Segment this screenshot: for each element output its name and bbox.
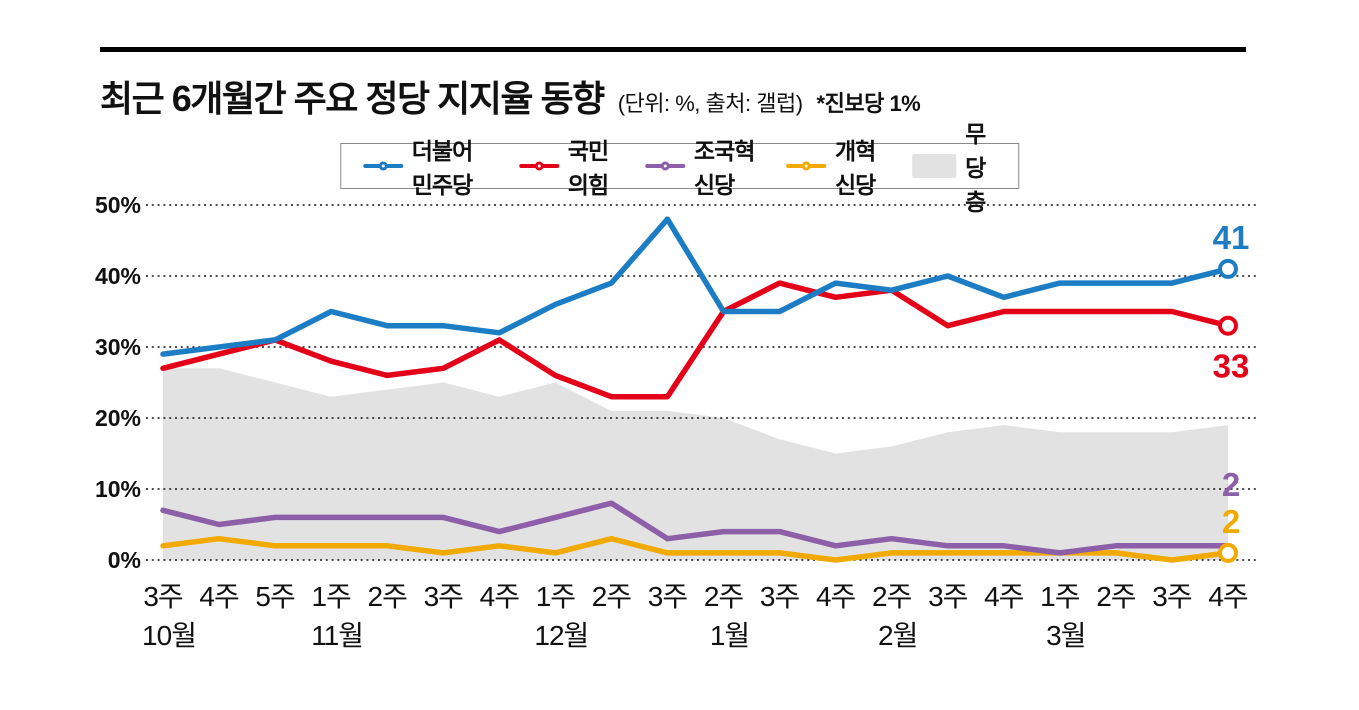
top-rule [100, 47, 1246, 52]
x-axis-week-label: 4주 [816, 581, 856, 612]
end-marker-reform-party [1218, 542, 1238, 563]
line-marker-icon [644, 161, 685, 171]
end-value-democratic-party: 41 [1213, 219, 1250, 256]
y-axis-tick: 10% [95, 476, 141, 502]
y-axis-tick: 30% [95, 334, 141, 360]
legend-item-people-power-party: 국민의힘 [518, 132, 615, 200]
line-marker-icon [785, 161, 826, 171]
legend-item-label: 무당층 [965, 121, 986, 215]
line-marker-icon [518, 161, 559, 171]
x-axis-week-label: 4주 [480, 581, 520, 612]
legend: 더불어민주당 국민의힘 조국혁신당 개혁신당 무당층 [339, 121, 1020, 215]
x-axis-week-label: 4주 [1208, 581, 1248, 612]
legend-item-democratic-party: 더불어민주당 [362, 132, 489, 200]
title-note: *진보당 1% [816, 91, 921, 116]
x-axis-week-label: 1주 [1040, 581, 1080, 612]
end-marker-democratic-party [1218, 258, 1238, 279]
x-axis-month-label: 10월 [142, 620, 196, 651]
area-swatch-icon [912, 154, 957, 178]
legend-item-label: 더불어민주당 [411, 138, 473, 198]
x-axis-week-label: 2주 [368, 581, 408, 612]
x-axis-month-label: 1월 [710, 620, 749, 651]
x-axis-week-label: 2주 [872, 581, 912, 612]
x-axis-week-label: 3주 [424, 581, 464, 612]
end-value-reform-party: 2 [1222, 503, 1240, 540]
y-axis-tick: 20% [95, 405, 141, 431]
line-people-power-party [160, 280, 1231, 400]
x-axis-month-label: 11월 [311, 620, 363, 651]
line-rebuilding-korea-party [160, 500, 1231, 556]
x-axis-week-label: 3주 [143, 581, 183, 612]
line-democratic-party [160, 216, 1231, 357]
y-axis-tick: 0% [108, 547, 141, 573]
area-unaffiliated [163, 368, 1228, 560]
x-axis-week-label: 5주 [255, 581, 295, 612]
x-axis-week-label: 4주 [984, 581, 1024, 612]
legend-item-label: 개혁신당 [834, 138, 876, 198]
x-axis-week-label: 4주 [199, 581, 239, 612]
x-axis-week-label: 3주 [928, 581, 968, 612]
page-title: 최근 6개월간 주요 정당 지지율 동향 [100, 78, 605, 119]
x-axis-week-label: 2주 [592, 581, 632, 612]
legend-item-reform-party: 개혁신당 [785, 132, 882, 200]
x-axis-month-label: 3월 [1046, 620, 1085, 651]
x-axis-week-label: 3주 [760, 581, 800, 612]
x-axis-week-label: 3주 [648, 581, 688, 612]
x-axis-week-label: 1주 [311, 581, 351, 612]
title-subtitle: (단위: %, 출처: 갤럽) [617, 91, 803, 116]
legend-item-label: 국민의힘 [567, 138, 609, 198]
x-axis-week-label: 2주 [1096, 581, 1136, 612]
y-axis-tick: 40% [95, 263, 141, 289]
legend-item-rebuilding-korea-party: 조국혁신당 [644, 132, 756, 200]
end-marker-people-power-party [1218, 315, 1238, 336]
line-marker-icon [362, 161, 403, 171]
x-axis-month-label: 2월 [878, 620, 917, 651]
end-value-rebuilding-korea-party: 2 [1222, 466, 1240, 503]
legend-item-unaffiliated: 무당층 [912, 115, 996, 217]
x-axis-month-label: 12월 [534, 620, 588, 651]
title-row: 최근 6개월간 주요 정당 지지율 동향 (단위: %, 출처: 갤럽) *진보… [100, 70, 921, 122]
x-axis-week-label: 1주 [536, 581, 576, 612]
end-value-people-power-party: 33 [1213, 348, 1250, 385]
x-axis-week-label: 2주 [704, 581, 744, 612]
legend-item-label: 조국혁신당 [693, 138, 755, 198]
x-axis-week-label: 3주 [1152, 581, 1192, 612]
y-axis-tick: 50% [95, 192, 141, 218]
